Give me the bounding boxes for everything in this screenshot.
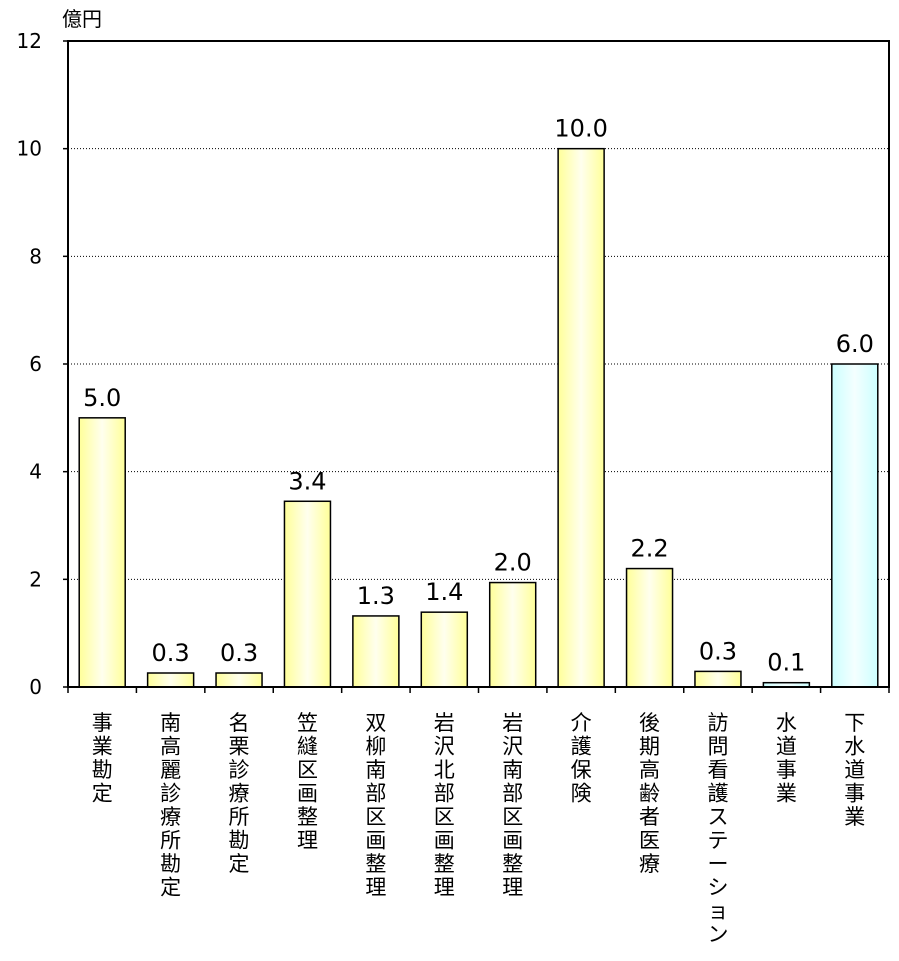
y-tick-label: 4 (29, 460, 42, 484)
y-tick-label: 8 (29, 244, 42, 268)
data-label: 6.0 (836, 330, 874, 358)
y-tick-label: 0 (29, 675, 42, 699)
bar (488, 581, 537, 688)
bar (146, 672, 195, 688)
category-label: 南高麗診療所勘定 (160, 711, 181, 900)
category-label: 介護保険 (571, 711, 592, 806)
data-label: 10.0 (554, 115, 607, 143)
data-label: 2.2 (630, 535, 668, 563)
bar (420, 611, 469, 688)
bar (625, 567, 674, 688)
axes: 0 2 4 6 8 10 12 (17, 29, 890, 699)
bar (78, 417, 126, 688)
gridlines (68, 148, 889, 580)
y-tick-label: 6 (29, 352, 42, 376)
data-label: 0.3 (699, 637, 737, 665)
bar (831, 363, 879, 688)
data-label: 2.0 (494, 549, 532, 577)
category-label: 名栗診療所勘定 (229, 711, 250, 876)
data-label: 3.4 (288, 467, 326, 495)
y-tick-label: 12 (17, 29, 42, 53)
bar (694, 670, 742, 688)
category-label: 双柳南部区画整理 (365, 711, 386, 900)
y-axis-unit-label: 億円 (62, 7, 102, 31)
data-label: 5.0 (83, 384, 121, 412)
category-label: 水道事業 (776, 711, 797, 806)
category-label: 笠縫区画整理 (297, 711, 318, 853)
category-labels: 事業勘定 南高麗診療所勘定 名栗診療所勘定 笠縫区画整理 双柳南部区画整理 岩沢北部区画整… (92, 711, 866, 947)
bar (352, 615, 400, 688)
category-label: 後期高齢者医療 (639, 711, 660, 876)
data-label: 0.1 (767, 649, 805, 677)
bar (283, 500, 332, 688)
y-tick-label: 10 (17, 137, 42, 161)
data-labels: 5.0 0.3 0.3 3.4 1.3 1.4 2.0 10.0 2.2 0.3 0.1 6.0 (83, 115, 874, 677)
category-label: 下水道事業 (844, 711, 865, 829)
data-label: 0.3 (220, 639, 258, 667)
bar (557, 147, 605, 688)
bars (78, 147, 879, 688)
data-label: 1.4 (425, 578, 463, 606)
category-label: 訪問看護ステーション (707, 711, 728, 947)
bar (215, 672, 263, 688)
category-label: 岩沢南部区画整理 (502, 711, 523, 900)
data-label: 1.3 (357, 582, 395, 610)
y-tick-label: 2 (29, 567, 42, 591)
category-label: 岩沢北部区画整理 (434, 711, 455, 900)
category-label: 事業勘定 (92, 711, 113, 806)
data-label: 0.3 (152, 639, 190, 667)
